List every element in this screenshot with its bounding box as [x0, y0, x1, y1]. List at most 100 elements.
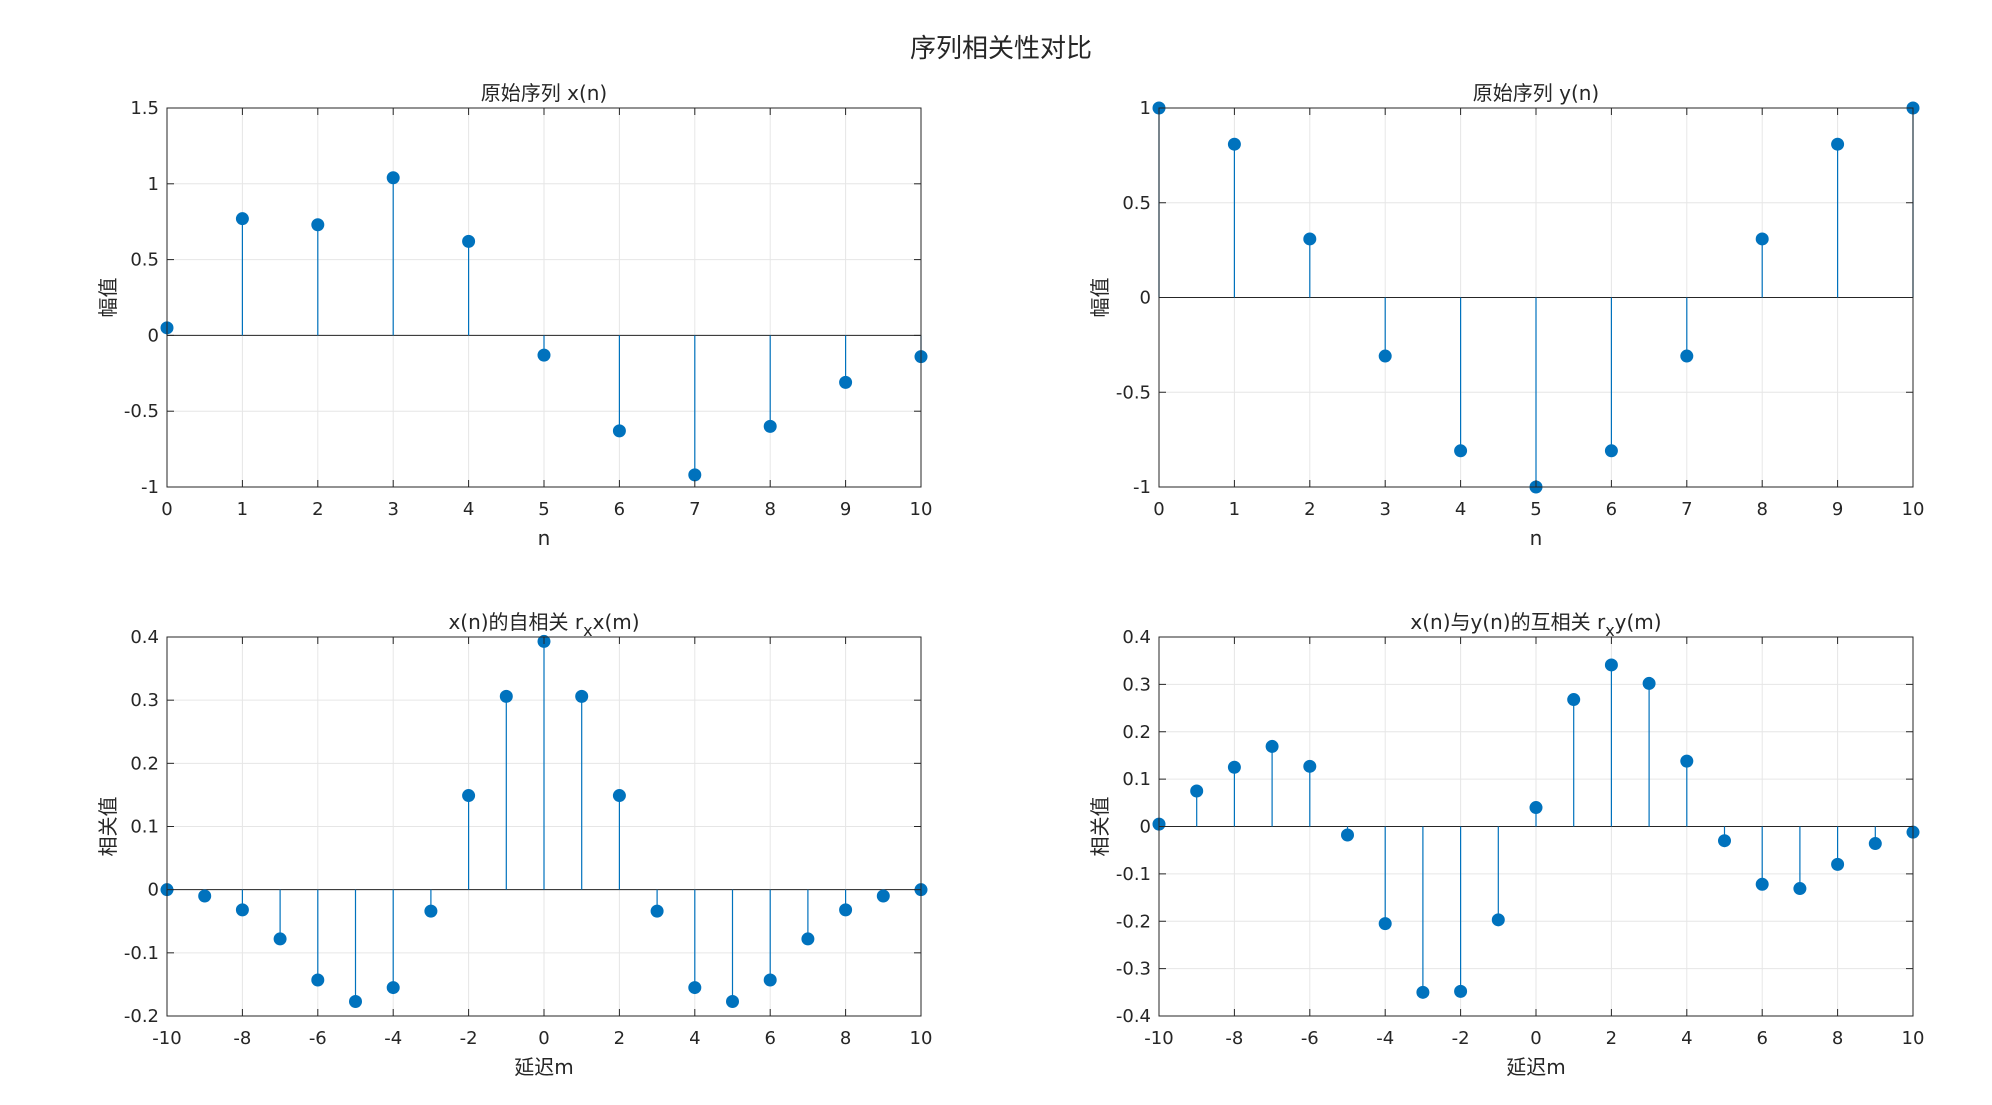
stem-marker: [763, 419, 777, 433]
x-tick-label: 7: [1681, 499, 1692, 520]
title-subscript: x: [1605, 621, 1614, 640]
stem-marker: [1529, 801, 1543, 815]
y-tick-label: 0.4: [1122, 627, 1151, 648]
x-tick-label: 9: [1832, 499, 1843, 520]
x-tick-label: 6: [614, 499, 625, 520]
x-tick-label: -4: [384, 1028, 402, 1049]
y-axis-label: 相关值: [1088, 797, 1112, 857]
y-tick-label: -0.5: [124, 401, 159, 422]
stem-marker: [1755, 877, 1769, 891]
title-main: 原始序列 y(n): [1473, 81, 1599, 105]
y-axis-label: 相关值: [96, 797, 120, 857]
stem-marker: [1454, 984, 1468, 998]
y-axis-label: 幅值: [1088, 278, 1112, 318]
stem-marker: [688, 468, 702, 482]
y-tick-label: 0.5: [130, 250, 159, 271]
stem-marker: [1227, 760, 1241, 774]
x-tick-label: 0: [161, 499, 172, 520]
y-tick-label: -0.5: [1116, 382, 1151, 403]
stem-marker: [575, 689, 589, 703]
y-tick-label: -0.2: [1116, 911, 1151, 932]
stem-marker: [726, 994, 739, 1008]
x-axis-label: n: [1530, 526, 1543, 550]
y-axis-label: 幅值: [96, 278, 120, 318]
stem-marker: [839, 903, 853, 917]
stem-marker: [1265, 739, 1279, 753]
figure-suptitle: 序列相关性对比: [910, 34, 1092, 64]
stem-marker: [1454, 444, 1468, 458]
x-tick-label: 1: [1229, 499, 1240, 520]
subplot-2: 0 1 2 3 4 5 6 7 8 9 10 -1 -0.5 0 0.5 1 n 幅值 原始序列 y(n): [1088, 81, 1924, 550]
x-tick-label: 2: [614, 1028, 625, 1049]
y-tick-label: 0.1: [1122, 769, 1151, 790]
x-tick-label: 6: [764, 1028, 775, 1049]
x-tick-label: -6: [309, 1028, 327, 1049]
x-tick-label: 0: [1530, 1028, 1541, 1049]
subplot-1: 0 1 2 3 4 5 6 7 8 9 10 -1 -0.5 0 0.5 1 1.5 n 幅值 原始序列 x(n): [96, 81, 932, 550]
x-tick-label: 0: [538, 1028, 549, 1049]
stem-marker: [1341, 828, 1354, 842]
stem-marker: [688, 981, 702, 995]
y-tick-label: 0: [1140, 817, 1151, 838]
title-main: 原始序列 x(n): [481, 81, 607, 105]
stem-marker: [1718, 834, 1731, 848]
x-tick-label: 10: [1902, 1028, 1925, 1049]
stem-marker: [763, 973, 777, 987]
y-tick-label: 0.3: [1122, 674, 1151, 695]
x-tick-label: 8: [1756, 499, 1767, 520]
subplot-title: x(n)的自相关 rxx(m): [448, 610, 639, 640]
title-tail: x(m): [593, 610, 640, 634]
x-tick-label: 4: [1455, 499, 1466, 520]
x-tick-label: 5: [1530, 499, 1541, 520]
x-tick-label: 3: [387, 499, 398, 520]
y-tick-label: -1: [1133, 477, 1151, 498]
x-tick-label: 6: [1606, 499, 1617, 520]
stem-marker: [311, 973, 325, 987]
stem-marker: [1227, 137, 1241, 151]
x-tick-label: 2: [312, 499, 323, 520]
y-tick-label: -1: [141, 477, 159, 498]
x-tick-label: 0: [1153, 499, 1164, 520]
x-tick-label: -6: [1301, 1028, 1319, 1049]
x-tick-label: 6: [1756, 1028, 1767, 1049]
y-tick-label: 0: [1140, 288, 1151, 309]
subplot-title: 原始序列 y(n): [1473, 81, 1599, 105]
y-tick-label: 0.3: [130, 690, 159, 711]
y-tick-label: 0: [148, 880, 159, 901]
y-tick-label: 1: [1140, 98, 1151, 119]
x-tick-label: -8: [1225, 1028, 1243, 1049]
y-tick-label: 0.4: [130, 627, 159, 648]
stem-marker: [1303, 759, 1317, 773]
x-axis-label: 延迟m: [514, 1055, 573, 1079]
stem-marker: [1567, 693, 1581, 707]
stem-marker: [235, 212, 249, 226]
x-tick-label: 5: [538, 499, 549, 520]
subplot-title: 原始序列 x(n): [481, 81, 607, 105]
stem-marker: [1831, 137, 1845, 151]
x-tick-label: 4: [1681, 1028, 1692, 1049]
stem-marker: [612, 424, 626, 438]
stem-marker: [1416, 985, 1430, 999]
x-tick-label: 4: [689, 1028, 700, 1049]
stem-marker: [1378, 917, 1392, 931]
x-tick-label: -2: [1452, 1028, 1470, 1049]
y-tick-label: -0.3: [1116, 959, 1151, 980]
stem-marker: [1755, 232, 1769, 246]
stem-marker: [273, 932, 287, 946]
y-tick-label: 0.5: [1122, 193, 1151, 214]
x-tick-label: 10: [1902, 499, 1925, 520]
x-tick-label: 2: [1304, 499, 1315, 520]
stem-marker: [424, 904, 438, 918]
title-tail: y(m): [1615, 610, 1662, 634]
x-tick-label: 8: [1832, 1028, 1843, 1049]
y-tick-label: 0.2: [1122, 722, 1151, 743]
stem-marker: [537, 348, 551, 362]
stem-marker: [650, 904, 664, 918]
stem-marker: [801, 932, 815, 946]
x-axis-label: n: [538, 526, 551, 550]
x-tick-label: 3: [1379, 499, 1390, 520]
stem-marker: [1604, 444, 1618, 458]
stem-marker: [499, 689, 513, 703]
